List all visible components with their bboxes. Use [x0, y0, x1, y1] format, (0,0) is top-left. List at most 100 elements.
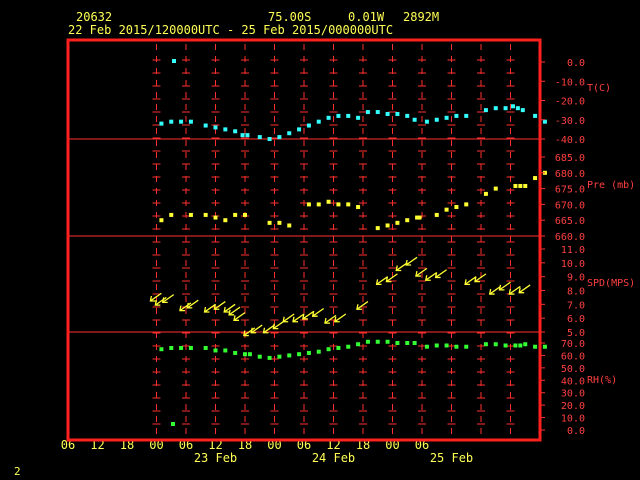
wind-arrow-head: [405, 259, 412, 266]
temp-point: [464, 113, 469, 118]
wind-arrow-head: [233, 315, 239, 321]
wind-arrow: [356, 301, 369, 310]
y-tick-label: 60.0: [561, 351, 585, 362]
temp-point: [444, 115, 449, 120]
wind-arrow-head: [356, 304, 362, 310]
wind-arrow: [324, 314, 337, 324]
wind-arrow-head: [434, 272, 441, 279]
pressure-point: [277, 220, 282, 225]
wind-arrow-head: [228, 309, 235, 316]
wind-arrow: [233, 312, 246, 321]
temp-point: [520, 108, 525, 113]
rh-point: [277, 354, 282, 359]
pressure-point: [385, 223, 390, 228]
temp-point: [203, 123, 208, 128]
pressure-point: [395, 220, 400, 225]
pressure-point: [243, 212, 247, 217]
temp-point: [375, 110, 380, 115]
temp-point: [385, 111, 390, 116]
temp-point: [297, 127, 302, 132]
y-tick-label: 7.0: [567, 300, 585, 311]
y-tick-label: 30.0: [561, 389, 585, 400]
temp-point: [395, 111, 400, 116]
temp-point: [356, 115, 361, 120]
pressure-point: [464, 202, 469, 207]
wind-arrow-head: [464, 279, 471, 286]
y-tick-label: 665.0: [555, 216, 585, 227]
pressure-point: [493, 186, 498, 191]
page-number: 2: [14, 465, 21, 478]
y-tick-label: -40.0: [555, 135, 585, 146]
plot-frame: [66, 38, 542, 442]
temp-point: [365, 110, 370, 115]
wind-arrow: [518, 284, 531, 294]
y-tick-label: 8.0: [567, 287, 585, 298]
y-tick-label: -20.0: [555, 97, 585, 108]
rh-point: [533, 344, 538, 349]
y-tick-label: 0.0: [567, 426, 585, 437]
pressure-point: [316, 202, 321, 207]
rh-point: [375, 339, 380, 344]
rh-point: [306, 350, 311, 355]
wind-arrow: [464, 276, 477, 285]
pressure-point: [213, 215, 218, 220]
rh-point: [267, 355, 272, 360]
wind-arrow: [474, 273, 487, 283]
wind-arrow-head: [311, 311, 318, 317]
wind-arrow-head: [385, 276, 392, 283]
wind-arrow: [282, 313, 295, 323]
pressure-point: [444, 207, 449, 212]
rh-point: [257, 354, 262, 359]
pressure-point: [375, 226, 380, 231]
rh-point: [454, 344, 459, 349]
wind-arrow-head: [179, 305, 185, 312]
temp-point: [542, 119, 547, 124]
rh-point: [326, 347, 331, 352]
temp-point: [213, 125, 218, 130]
rh-point: [483, 342, 488, 347]
y-tick-label: 40.0: [561, 376, 585, 387]
wind-arrow-head: [415, 270, 421, 277]
wind-arrow: [386, 273, 398, 283]
wind-arrow-head: [272, 323, 279, 330]
temp-point: [515, 106, 520, 111]
panel-name-label: RH(%): [587, 375, 617, 386]
rh-point: [223, 348, 228, 353]
wind-arrow-head: [474, 276, 480, 283]
temp-point: [233, 129, 238, 134]
rh-point: [159, 347, 164, 352]
wind-arrow: [150, 292, 162, 302]
wind-arrow: [405, 256, 418, 266]
y-tick-label: 9.0: [567, 273, 585, 284]
temp-point: [277, 135, 282, 140]
wind-arrow-head: [302, 313, 308, 320]
wind-arrow: [425, 271, 438, 281]
temp-point: [287, 131, 292, 136]
rh-point: [346, 344, 351, 349]
wind-arrow-head: [333, 316, 340, 323]
wind-arrow: [154, 296, 167, 306]
wind-arrow-head: [262, 327, 269, 334]
y-tick-label: 11.0: [561, 245, 585, 256]
temp-point: [405, 113, 410, 118]
wind-arrow: [395, 262, 408, 272]
pressure-point: [417, 215, 422, 220]
pressure-point: [336, 202, 341, 207]
wind-arrow: [223, 303, 236, 313]
rh-point: [412, 341, 417, 345]
y-tick-label: 20.0: [561, 401, 585, 412]
wind-arrow-head: [518, 287, 525, 294]
wind-arrow-head: [161, 297, 168, 304]
wind-arrow: [415, 267, 428, 277]
temp-point: [169, 119, 174, 124]
y-tick-label: 660.0: [555, 232, 585, 243]
rh-point: [518, 343, 523, 348]
wind-arrow-head: [243, 330, 249, 337]
pressure-point: [356, 205, 361, 210]
wind-arrow-head: [498, 284, 505, 291]
wind-arrow: [179, 302, 192, 312]
wind-arrow-head: [508, 288, 515, 295]
wind-arrow-head: [203, 306, 210, 313]
